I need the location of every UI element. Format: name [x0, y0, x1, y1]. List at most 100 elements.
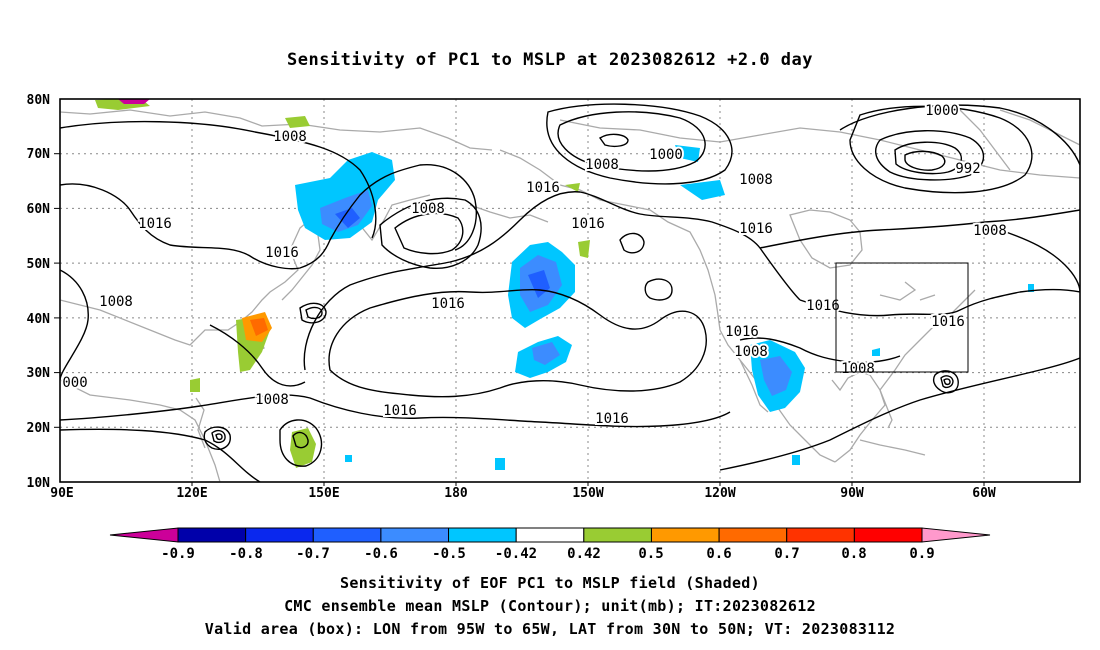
shaded-sensitivity	[95, 99, 1034, 470]
lat-tick-label: 60N	[27, 202, 51, 217]
coast-baja	[739, 359, 769, 413]
shade-green-south-china-sea	[190, 378, 200, 392]
contour-label: 1008	[99, 294, 133, 310]
caption-line-3: Valid area (box): LON from 95W to 65W, L…	[204, 620, 896, 638]
lat-tick-label: 30N	[27, 366, 51, 381]
contour-typhoon-south-core	[215, 433, 223, 441]
contour-label: 1008	[273, 129, 307, 145]
contour-alaska-closed	[619, 232, 645, 254]
shade-blue-arctic	[675, 145, 700, 162]
contour-asia-1016	[60, 164, 477, 270]
coast-greenland	[959, 109, 1080, 171]
contour-label: 1008	[739, 172, 773, 188]
contour-atlantic-1016-east	[999, 229, 1080, 293]
shade-green-gulf-alaska	[578, 240, 590, 258]
coast-east-asia	[60, 209, 326, 346]
lat-tick-label: 70N	[27, 147, 51, 162]
lat-tick-label: 50N	[27, 257, 51, 272]
chart-title: Sensitivity of PC1 to MSLP at 2023082612…	[286, 50, 813, 70]
contour-label: 1016	[138, 216, 172, 232]
shade-blue-pacific-small	[495, 458, 505, 470]
contour-label: 1008	[734, 344, 768, 360]
lon-tick-label: 90W	[840, 486, 864, 501]
coast-east-us	[879, 289, 976, 391]
lat-tick-labels: 80N 70N 60N 50N 40N 30N 20N 10N	[27, 93, 51, 491]
coast-hudson-bay	[789, 209, 863, 269]
shade-blue-mexico-small	[792, 455, 800, 465]
contour-pacific-1008-west	[60, 428, 261, 482]
contour-label: 1016	[931, 314, 965, 330]
contour-atlantic-closed-inner	[940, 375, 954, 389]
contour-label: 1016	[725, 324, 759, 340]
contour-label: 1016	[383, 403, 417, 419]
lat-tick-label: 20N	[27, 421, 51, 436]
contour-philippine-low	[279, 419, 323, 467]
contour-label: 1016	[265, 245, 299, 261]
lon-tick-label: 150W	[572, 486, 603, 501]
lat-tick-label: 10N	[27, 476, 51, 491]
valid-area-box	[835, 262, 969, 373]
coast-siberia-north	[60, 109, 493, 151]
contour-pacific-high-inner-1016	[328, 288, 707, 398]
contour-label: 1008	[255, 392, 289, 408]
contour-label: 1016	[595, 411, 629, 427]
lon-tick-marks	[191, 482, 985, 486]
contour-typhoon-south-inner	[211, 429, 226, 444]
contour-greenland-low-992	[874, 130, 985, 181]
contour-greenland-1008	[839, 104, 1080, 166]
coast-aleutians	[469, 204, 549, 223]
contour-label: 1016	[526, 180, 560, 196]
contour-greenland-low-inner-1	[894, 141, 963, 175]
contour-korea-1008	[209, 324, 306, 387]
contour-pacific-1016-south	[60, 394, 731, 428]
contour-greenland-low-1000	[849, 105, 1033, 194]
shade-deep-blue-okhotsk	[335, 208, 360, 228]
contour-label: 1016	[571, 216, 605, 232]
shade-magenta-arctic	[118, 99, 150, 104]
shade-green-chukchi	[285, 116, 310, 128]
lon-tick-label: 120W	[704, 486, 735, 501]
coast-north-america-arctic	[559, 119, 1080, 179]
lon-tick-label: 150E	[308, 486, 339, 501]
contour-label: 1008	[585, 157, 619, 173]
contour-east-us-1016	[799, 289, 1080, 317]
contour-philippine-low-inner	[292, 431, 309, 449]
contour-pacific-high-1016	[303, 191, 801, 371]
coast-great-lakes	[879, 281, 936, 301]
contour-us-1008	[739, 337, 901, 364]
contour-label: 992	[955, 161, 980, 177]
contour-labels: 1008 1016 1016 1008 000 1008 1016 1008 1…	[60, 101, 1009, 429]
shade-mid-blue-pacific-south	[532, 342, 560, 365]
shade-deeporange-korea	[250, 318, 268, 336]
lon-tick-label: 90E	[50, 486, 73, 501]
contour-north-america-1016	[759, 209, 1080, 249]
contour-pacific-closed-high	[644, 278, 673, 301]
contour-greenland-low-inner-2	[904, 150, 946, 171]
contour-japan-small-high	[299, 302, 327, 324]
lat-tick-label: 40N	[27, 312, 51, 327]
shade-blue-phil-sea-small	[345, 455, 352, 462]
contour-arctic-low-1008	[546, 103, 733, 185]
coast-cuba	[859, 439, 926, 456]
lat-tick-marks	[54, 153, 60, 428]
coastlines	[60, 109, 1080, 482]
contour-label: 1016	[739, 221, 773, 237]
contour-atlantic-closed-core	[943, 378, 951, 386]
shade-blue-okhotsk	[295, 152, 395, 240]
contour-label: 1016	[806, 298, 840, 314]
contour-label: 1008	[411, 201, 445, 217]
shade-blue-gulf	[872, 348, 880, 356]
lat-tick-label: 80N	[27, 93, 51, 108]
contour-gulf-1016	[719, 357, 1080, 471]
contour-arctic-low-inner	[598, 133, 629, 148]
mslp-contours	[60, 103, 1080, 482]
contour-japan-small-high-inner	[305, 306, 323, 320]
contour-label: 1008	[841, 361, 875, 377]
contour-label: 1000	[925, 103, 959, 119]
coast-south-china	[60, 379, 221, 482]
shade-green-bering	[565, 183, 580, 192]
lon-tick-label: 180	[444, 486, 468, 501]
contour-typhoon-south	[203, 426, 231, 450]
contour-siberia-1008	[60, 120, 377, 239]
